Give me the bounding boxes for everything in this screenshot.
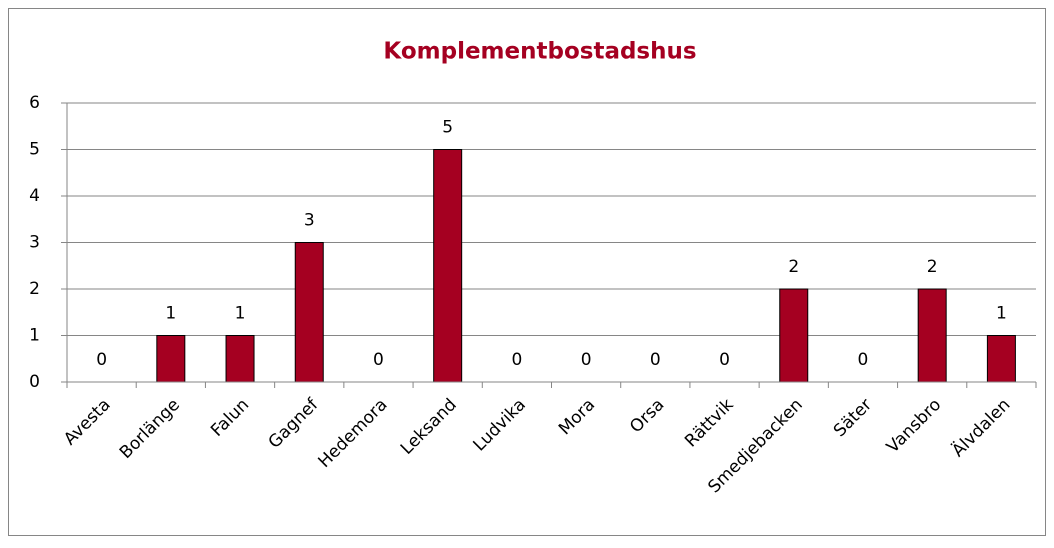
- y-tick-label: 4: [29, 186, 40, 206]
- bar: [156, 335, 186, 383]
- data-label: 1: [996, 304, 1007, 324]
- data-label: 0: [511, 350, 522, 370]
- y-tick-label: 0: [29, 372, 40, 392]
- bar: [986, 335, 1016, 383]
- data-label: 0: [373, 350, 384, 370]
- data-label: 0: [581, 350, 592, 370]
- bar: [917, 288, 947, 383]
- data-label: 0: [719, 350, 730, 370]
- data-label: 3: [304, 211, 315, 231]
- data-label: 1: [235, 304, 246, 324]
- y-tick-label: 3: [29, 233, 40, 253]
- data-label: 1: [165, 304, 176, 324]
- y-tick-label: 5: [29, 140, 40, 160]
- y-tick-label: 1: [29, 326, 40, 346]
- data-label: 0: [650, 350, 661, 370]
- data-label: 0: [858, 350, 869, 370]
- data-label: 5: [442, 118, 453, 138]
- data-label: 2: [927, 257, 938, 277]
- chart-title: Komplementbostadshus: [383, 39, 696, 65]
- bar: [294, 242, 324, 383]
- chart-border: [8, 8, 1046, 536]
- y-tick-label: 6: [29, 93, 40, 113]
- bar: [433, 149, 463, 383]
- data-label: 0: [96, 350, 107, 370]
- bar: [779, 288, 809, 383]
- bar: [225, 335, 255, 383]
- y-tick-label: 2: [29, 279, 40, 299]
- data-label: 2: [788, 257, 799, 277]
